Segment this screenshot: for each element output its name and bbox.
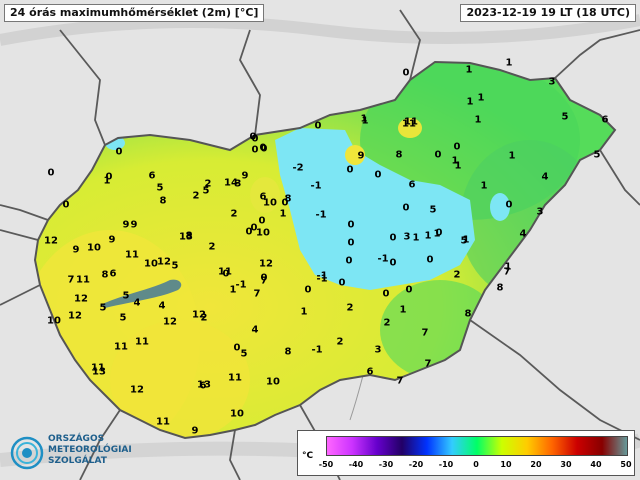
country-borders <box>0 9 640 480</box>
logo-line-1: ORSZÁGOS <box>48 434 105 444</box>
color-legend: °C -50 -40 -30 -20 -10 0 10 20 30 40 50 <box>297 430 635 476</box>
logo-icon <box>10 436 44 470</box>
legend-tick: 40 <box>590 460 602 469</box>
legend-tick: 10 <box>500 460 512 469</box>
legend-colorbar <box>326 436 628 456</box>
map-title: 24 órás maximumhőmérséklet (2m) [°C] <box>4 4 265 22</box>
legend-tick: -20 <box>408 460 424 469</box>
legend-tick: 20 <box>530 460 542 469</box>
legend-tick: -10 <box>438 460 454 469</box>
legend-tick: 0 <box>473 460 479 469</box>
logo-line-3: SZOLGÁLAT <box>48 456 107 466</box>
legend-tick: -50 <box>318 460 334 469</box>
omsz-logo: ORSZÁGOS METEOROLÓGIAI SZOLGÁLAT <box>8 430 138 476</box>
map-timestamp: 2023-12-19 19 LT (18 UTC) <box>460 4 636 22</box>
legend-unit: °C <box>302 451 314 461</box>
legend-tick: 50 <box>620 460 632 469</box>
legend-tick: -40 <box>348 460 364 469</box>
legend-tick: 30 <box>560 460 572 469</box>
legend-tick: -30 <box>378 460 394 469</box>
hungary-border <box>33 60 617 440</box>
logo-line-2: METEOROLÓGIAI <box>48 445 132 455</box>
